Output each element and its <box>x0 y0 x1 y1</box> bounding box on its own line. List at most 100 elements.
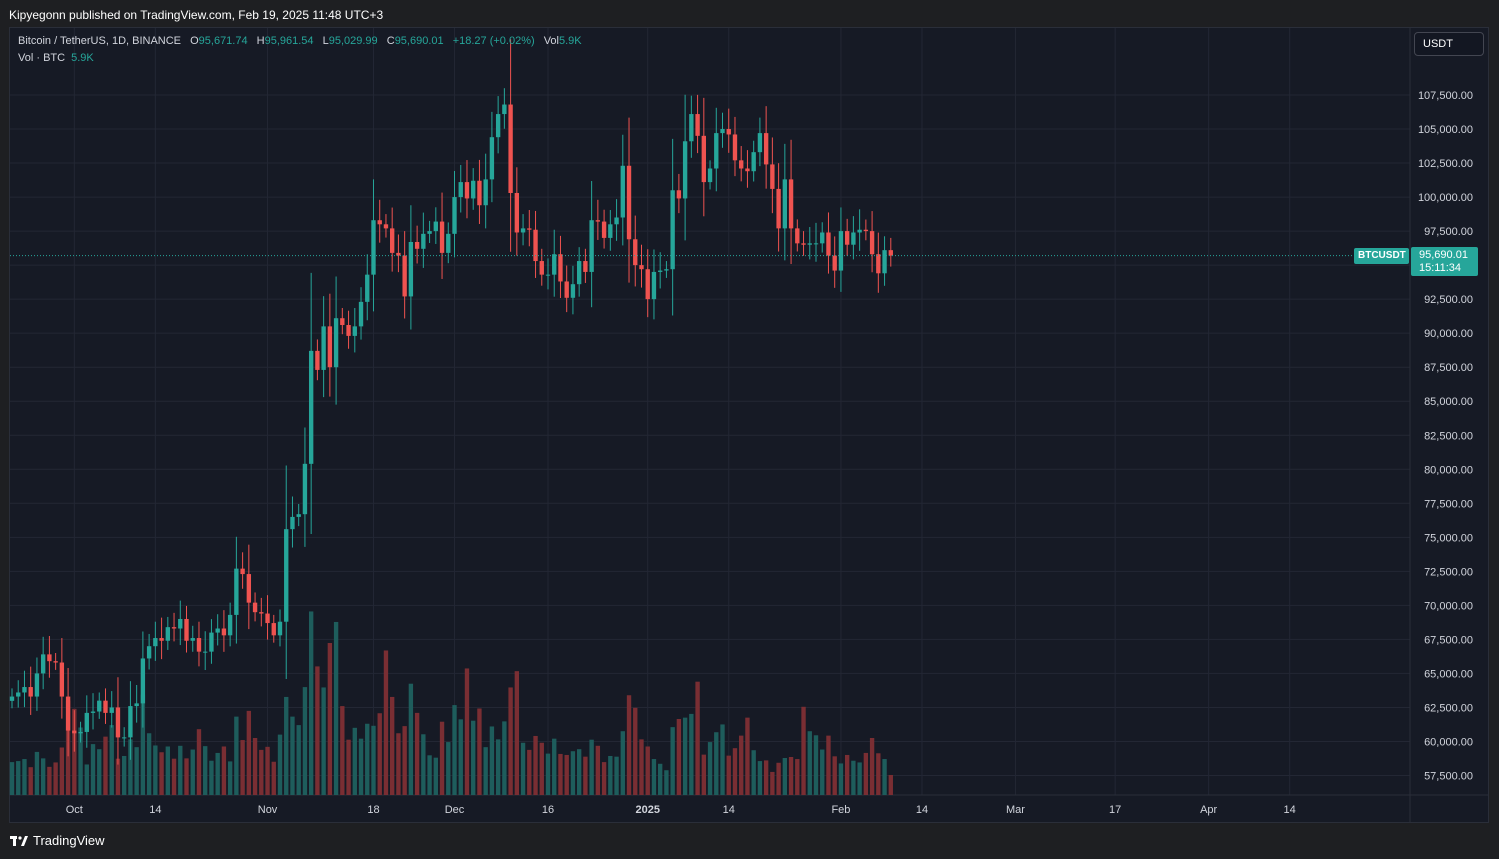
candle-body[interactable] <box>439 221 445 253</box>
candle-body[interactable] <box>720 129 725 134</box>
candle-body[interactable] <box>776 188 781 229</box>
candle-body[interactable] <box>801 243 806 245</box>
candle-body[interactable] <box>153 638 158 647</box>
candle-body[interactable] <box>477 180 482 206</box>
currency-button[interactable]: USDT <box>1414 32 1484 56</box>
candle-body[interactable] <box>414 241 420 249</box>
candle-body[interactable] <box>726 129 731 135</box>
candle-body[interactable] <box>259 612 264 614</box>
candle-body[interactable] <box>9 696 15 701</box>
candle-body[interactable] <box>502 104 507 115</box>
candle-body[interactable] <box>452 197 457 234</box>
candle-body[interactable] <box>595 220 601 222</box>
candle-body[interactable] <box>308 350 314 464</box>
candle-body[interactable] <box>446 233 451 253</box>
candle-body[interactable] <box>882 250 887 274</box>
candle-body[interactable] <box>570 284 576 298</box>
candle-body[interactable] <box>421 233 426 249</box>
candle-body[interactable] <box>178 618 183 629</box>
candle-body[interactable] <box>763 133 769 165</box>
candle-body[interactable] <box>520 228 526 233</box>
candle-body[interactable] <box>483 179 488 206</box>
candle-body[interactable] <box>47 654 52 662</box>
candle-body[interactable] <box>290 516 295 530</box>
chart-pane[interactable] <box>9 27 1489 823</box>
candle-body[interactable] <box>770 164 775 189</box>
candle-body[interactable] <box>695 114 700 136</box>
candle-body[interactable] <box>427 231 432 234</box>
candle-body[interactable] <box>115 707 121 738</box>
candle-body[interactable] <box>464 182 470 199</box>
candle-body[interactable] <box>408 241 414 297</box>
candle-body[interactable] <box>128 706 133 738</box>
candle-body[interactable] <box>639 265 644 270</box>
candle-body[interactable] <box>495 114 501 138</box>
candle-body[interactable] <box>489 137 495 180</box>
candle-body[interactable] <box>28 687 33 697</box>
candle-body[interactable] <box>782 179 788 229</box>
candle-body[interactable] <box>265 613 270 624</box>
candle-body[interactable] <box>820 232 825 244</box>
candle-body[interactable] <box>221 628 227 636</box>
candle-body[interactable] <box>171 627 177 629</box>
candle-body[interactable] <box>34 673 40 697</box>
candle-body[interactable] <box>396 252 401 256</box>
candle-body[interactable] <box>377 220 382 225</box>
candle-body[interactable] <box>813 243 819 245</box>
candle-body[interactable] <box>757 133 763 153</box>
candle-body[interactable] <box>84 712 89 732</box>
candle-body[interactable] <box>390 228 395 253</box>
candle-body[interactable] <box>732 134 738 161</box>
candle-body[interactable] <box>651 271 657 300</box>
candle-body[interactable] <box>65 696 71 731</box>
candle-body[interactable] <box>876 254 881 274</box>
candle-body[interactable] <box>552 254 557 275</box>
candle-body[interactable] <box>533 229 538 262</box>
candle-body[interactable] <box>109 707 114 713</box>
candle-body[interactable] <box>365 274 370 302</box>
candle-body[interactable] <box>240 568 245 575</box>
candle-body[interactable] <box>620 165 625 218</box>
candle-body[interactable] <box>383 224 389 229</box>
candle-body[interactable] <box>626 165 632 240</box>
candle-body[interactable] <box>284 529 289 622</box>
candle-body[interactable] <box>751 152 756 172</box>
candle-body[interactable] <box>227 614 233 636</box>
candle-body[interactable] <box>16 692 21 697</box>
candle-body[interactable] <box>327 326 333 368</box>
candle-body[interactable] <box>346 325 351 336</box>
candle-body[interactable] <box>514 192 520 233</box>
candle-body[interactable] <box>72 730 77 734</box>
candle-body[interactable] <box>508 104 513 193</box>
candle-body[interactable] <box>134 703 139 707</box>
candle-body[interactable] <box>558 254 563 282</box>
candle-body[interactable] <box>576 261 582 285</box>
candle-body[interactable] <box>53 661 58 663</box>
candle-body[interactable] <box>689 114 694 142</box>
candle-body[interactable] <box>196 638 202 652</box>
candle-body[interactable] <box>146 646 152 659</box>
candle-body[interactable] <box>527 228 532 230</box>
candle-body[interactable] <box>165 627 170 641</box>
candle-body[interactable] <box>190 638 195 641</box>
candle-body[interactable] <box>670 190 675 270</box>
candle-body[interactable] <box>664 269 669 271</box>
candle-body[interactable] <box>832 255 837 271</box>
candle-body[interactable] <box>103 700 108 713</box>
candle-body[interactable] <box>682 141 688 199</box>
candle-body[interactable] <box>340 318 345 326</box>
candle-body[interactable] <box>352 326 357 336</box>
candle-body[interactable] <box>745 168 750 172</box>
candle-body[interactable] <box>564 281 569 298</box>
candle-body[interactable] <box>203 651 208 653</box>
candle-body[interactable] <box>433 221 438 232</box>
candle-body[interactable] <box>122 737 127 739</box>
candle-body[interactable] <box>807 243 812 245</box>
candle-body[interactable] <box>371 220 376 275</box>
candle-body[interactable] <box>633 239 638 266</box>
candle-body[interactable] <box>22 687 27 693</box>
candle-body[interactable] <box>184 618 189 641</box>
tradingview-brand[interactable]: TradingView <box>10 833 105 848</box>
candle-body[interactable] <box>583 261 588 272</box>
candle-body[interactable] <box>40 654 46 674</box>
